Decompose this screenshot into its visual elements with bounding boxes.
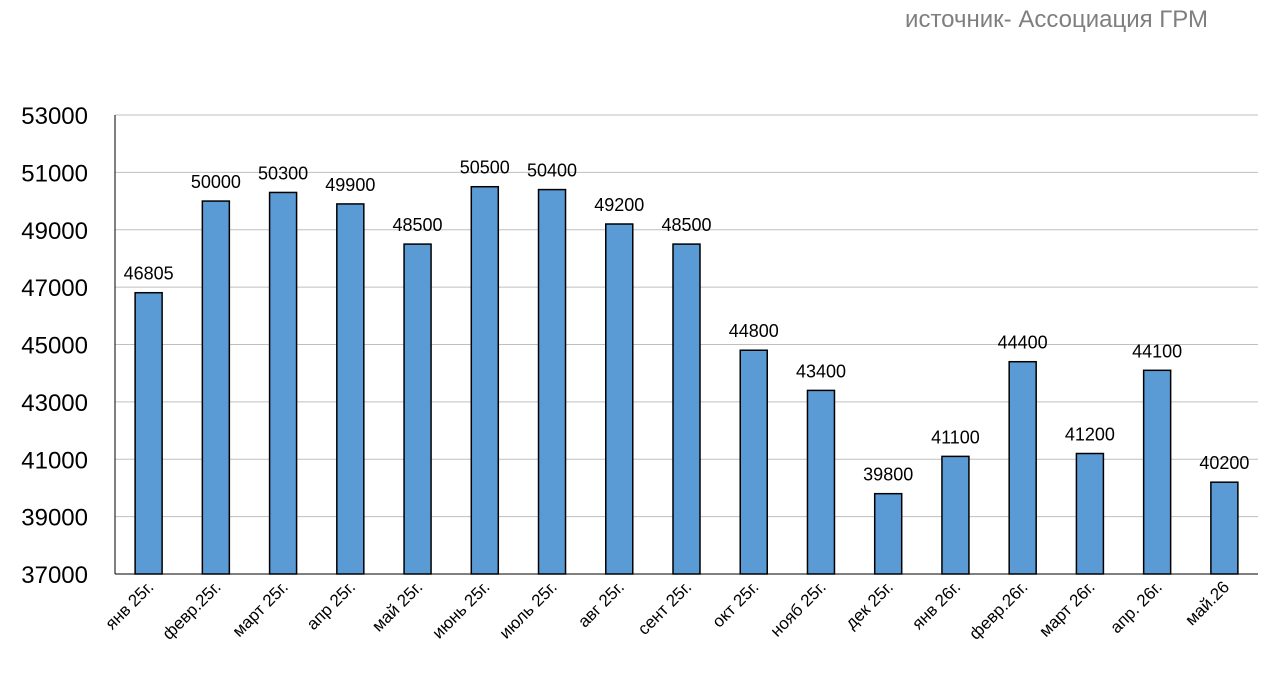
- x-tick-label: февр.26г.: [965, 577, 1031, 643]
- data-label: 44100: [1132, 341, 1182, 361]
- data-label: 44800: [729, 321, 779, 341]
- x-tick-label: апр 25г.: [303, 577, 359, 633]
- y-tick-label: 49000: [21, 218, 88, 245]
- data-label: 50500: [460, 158, 510, 178]
- bar: [134, 291, 163, 575]
- bar: [403, 243, 432, 575]
- x-tick-label: янв 26г.: [908, 577, 964, 633]
- y-tick-label: 45000: [21, 333, 88, 360]
- data-label: 49200: [594, 195, 644, 215]
- bar: [201, 200, 231, 575]
- bar: [941, 455, 970, 575]
- y-tick-label: 51000: [21, 160, 88, 187]
- bar: [605, 223, 634, 575]
- data-label: 41100: [931, 427, 980, 447]
- x-tick-label: май.26: [1181, 577, 1233, 629]
- x-tick-label: март 26г.: [1035, 577, 1098, 640]
- data-label: 44400: [998, 333, 1048, 353]
- data-label: 48500: [393, 215, 443, 235]
- bar: [672, 243, 701, 575]
- source-note: источник- Ассоциация ГРМ: [905, 6, 1208, 33]
- data-label: 46805: [124, 264, 174, 284]
- bar: [268, 191, 298, 575]
- data-label: 50000: [191, 172, 241, 192]
- x-tick-label: февр.25г.: [159, 577, 225, 643]
- y-tick-label: 43000: [21, 390, 88, 417]
- bar: [1210, 481, 1239, 575]
- data-label: 48500: [661, 215, 711, 235]
- x-tick-label: авг 25г.: [574, 577, 628, 631]
- bar: [336, 203, 365, 575]
- data-label: 43400: [796, 361, 846, 381]
- x-tick-label: сент 25г.: [634, 577, 695, 638]
- bar: [873, 492, 903, 575]
- x-tick-label: июль 25г.: [496, 577, 561, 642]
- y-tick-label: 47000: [21, 275, 88, 302]
- x-tick-label: дек 25г.: [842, 577, 897, 632]
- y-tick-label: 39000: [21, 505, 88, 532]
- x-tick-label: май 25г.: [368, 577, 426, 635]
- y-tick-label: 53000: [21, 103, 88, 130]
- y-tick-label: 41000: [21, 447, 88, 474]
- x-tick-label: апр. 26г.: [1106, 577, 1166, 637]
- data-label: 50300: [258, 163, 308, 183]
- y-tick-label: 37000: [21, 562, 88, 589]
- x-tick-label: окт 25г.: [709, 577, 763, 631]
- x-tick-label: март 25г.: [229, 577, 292, 640]
- data-label: 49900: [325, 175, 375, 195]
- bar: [739, 349, 768, 575]
- bar: [1075, 452, 1105, 575]
- data-label: 41200: [1065, 425, 1115, 445]
- data-label: 50400: [527, 161, 577, 181]
- data-label: 40200: [1199, 453, 1249, 473]
- bar: [470, 185, 500, 575]
- bar: [537, 188, 567, 575]
- x-tick-label: янв 25г.: [102, 577, 158, 633]
- bar: [806, 389, 836, 575]
- bar: [1008, 360, 1037, 575]
- data-label: 39800: [863, 465, 913, 485]
- x-tick-label: нояб 25г.: [767, 577, 830, 640]
- x-tick-label: июнь 25г.: [429, 577, 494, 642]
- bar: [1142, 369, 1172, 575]
